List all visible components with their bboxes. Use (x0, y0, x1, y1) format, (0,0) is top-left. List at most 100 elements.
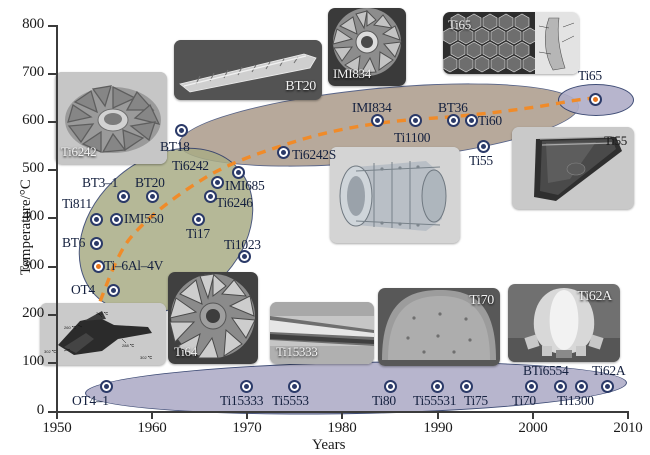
point-label-ti75: Ti75 (464, 393, 488, 408)
photo-caption: Ti70 (469, 293, 494, 308)
x-tick-label: 2010 (613, 420, 643, 436)
overlay-temp-5: 302 ℃ (140, 355, 153, 360)
data-point-ti1023[interactable] (237, 249, 251, 263)
point-label-ti15333: Ti15333 (220, 393, 264, 408)
photo-caption: Ti15333 (276, 344, 318, 359)
data-point-ti6246[interactable] (203, 189, 217, 203)
y-tick-label: 200 (22, 305, 44, 321)
x-tick-label: 2000 (518, 420, 548, 436)
photo-ot4-1-aircraft: 246 ℃ 260 ℃ 288 ℃ 302 ℃ 302 ℃ (40, 303, 166, 365)
photo-caption: IMI834 (333, 66, 371, 81)
point-label-ti65: Ti65 (578, 68, 602, 83)
point-label-ti6246: Ti6246 (216, 195, 253, 210)
point-label-ti1100: Ti1100 (394, 130, 431, 145)
photo-caption: Ti64 (174, 344, 197, 359)
point-label-bt20: BT20 (135, 175, 165, 190)
point-label-ti1023: Ti1023 (224, 237, 261, 252)
data-point-ot4-1[interactable] (99, 379, 113, 393)
overlay-temp-3: 288 ℃ (122, 343, 135, 348)
point-label-ti5553: Ti5553 (272, 393, 309, 408)
data-point-ti60[interactable] (464, 113, 478, 127)
data-point-ti6242[interactable] (231, 165, 245, 179)
point-label-ot4-1: OT4–1 (72, 393, 109, 408)
x-tick-label: 1950 (42, 420, 72, 436)
photo-ti65-honeycomb: Ti65 (443, 12, 579, 74)
x-tick (246, 411, 248, 419)
y-tick-label: 100 (22, 353, 44, 369)
data-point-ti6242s[interactable] (276, 145, 290, 159)
point-label-ti70: Ti70 (512, 393, 536, 408)
data-point-ti17[interactable] (191, 212, 205, 226)
data-point-bt20[interactable] (145, 189, 159, 203)
y-tick (48, 411, 56, 413)
point-label-ti1300: Ti1300 (557, 393, 594, 408)
data-point-bti6554[interactable] (553, 379, 567, 393)
photo-ti70-panel: Ti70 (378, 288, 500, 366)
x-tick-label: 1970 (232, 420, 262, 436)
data-point-ti70[interactable] (524, 379, 538, 393)
data-point-imi550[interactable] (109, 212, 123, 226)
data-point-ti1300[interactable] (574, 379, 588, 393)
x-tick (151, 411, 153, 419)
y-tick-label: 800 (22, 16, 44, 32)
y-tick (48, 25, 56, 27)
y-tick-label: 300 (22, 257, 44, 273)
data-point-ti-6al-4v[interactable] (91, 259, 105, 273)
point-label-ti60: Ti60 (478, 113, 502, 128)
x-tick (56, 411, 58, 419)
point-label-imi685: IMI685 (225, 178, 265, 193)
y-tick-label: 0 (36, 402, 45, 418)
photo-ti62a-vessel: Ti62A (508, 284, 620, 362)
point-label-ti55531: Ti55531 (413, 393, 457, 408)
point-label-bt6: BT6 (62, 235, 86, 250)
point-label-bt3-1: BT3–1 (82, 175, 119, 190)
y-axis-line (56, 25, 58, 413)
data-point-ti80[interactable] (383, 379, 397, 393)
photo-bt20-frame: BT20 (174, 40, 322, 100)
point-label-ti17: Ti17 (186, 226, 210, 241)
overlay-temp-4: 302 ℃ (44, 349, 57, 354)
data-point-ti811[interactable] (89, 212, 103, 226)
data-point-ti62a[interactable] (600, 379, 614, 393)
data-point-ti1100[interactable] (408, 113, 422, 127)
photo-ti55-blade: Ti55 (512, 127, 634, 209)
point-label-ot4: OT4 (71, 282, 95, 297)
photo-ti64-fan: Ti64 (168, 272, 258, 364)
data-point-ti15333[interactable] (239, 379, 253, 393)
data-point-bt36[interactable] (446, 113, 460, 127)
data-point-ti55531[interactable] (430, 379, 444, 393)
x-tick-label: 1980 (327, 420, 357, 436)
data-point-ot4[interactable] (106, 283, 120, 297)
data-point-ti5553[interactable] (287, 379, 301, 393)
data-point-bt18[interactable] (174, 123, 188, 137)
y-tick (48, 217, 56, 219)
photo-caption: Ti62A (577, 289, 612, 304)
y-tick (48, 169, 56, 171)
y-tick (48, 73, 56, 75)
y-tick (48, 314, 56, 316)
data-point-ti75[interactable] (459, 379, 473, 393)
point-label-bt18: BT18 (160, 139, 190, 154)
photo-ti15333-shaft: Ti15333 (270, 302, 374, 364)
data-point-imi834[interactable] (370, 113, 384, 127)
photo-caption: Ti55 (604, 133, 627, 148)
y-tick (48, 362, 56, 364)
point-label-imi550: IMI550 (124, 211, 164, 226)
data-point-bt6[interactable] (89, 236, 103, 250)
photo-caption: Ti6242 (61, 144, 97, 159)
data-point-bt3-1[interactable] (116, 189, 130, 203)
x-tick (532, 411, 534, 419)
point-label-ti6242s: Ti6242S (292, 147, 336, 162)
point-label-ti62a: Ti62A (592, 363, 626, 378)
y-tick (48, 266, 56, 268)
data-point-ti65[interactable] (588, 92, 602, 106)
data-point-imi685[interactable] (210, 175, 224, 189)
x-tick (627, 411, 629, 419)
point-label-ti55: Ti55 (469, 153, 493, 168)
point-label-ti811: Ti811 (62, 196, 92, 211)
data-point-ti55[interactable] (476, 139, 490, 153)
y-axis-title: Temperature/°C (18, 179, 34, 275)
x-axis-title: Years (312, 437, 346, 453)
photo-ti6242-impeller: Ti6242 (55, 72, 167, 164)
